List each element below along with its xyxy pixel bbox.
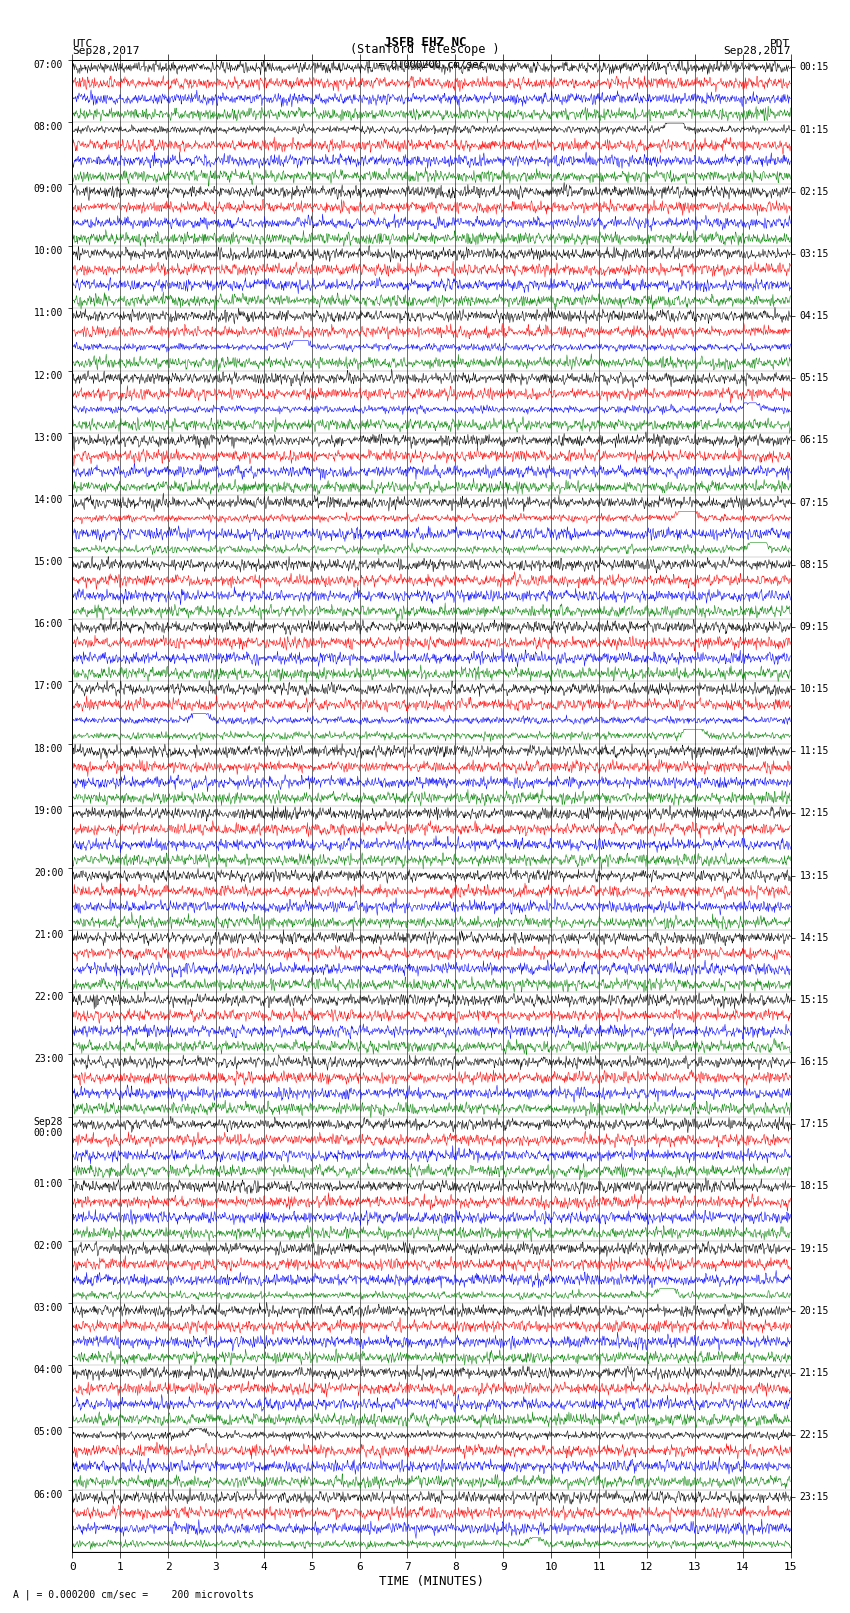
X-axis label: TIME (MINUTES): TIME (MINUTES) bbox=[379, 1574, 484, 1587]
Text: (Stanford Telescope ): (Stanford Telescope ) bbox=[350, 42, 500, 56]
Text: Sep28,2017: Sep28,2017 bbox=[72, 45, 139, 56]
Text: PDT: PDT bbox=[770, 39, 790, 50]
Text: UTC: UTC bbox=[72, 39, 93, 50]
Text: I = 0.000200 cm/sec: I = 0.000200 cm/sec bbox=[366, 60, 484, 71]
Text: Sep28,2017: Sep28,2017 bbox=[723, 45, 791, 56]
Text: JSFB EHZ NC: JSFB EHZ NC bbox=[383, 35, 467, 50]
Text: A | = 0.000200 cm/sec =    200 microvolts: A | = 0.000200 cm/sec = 200 microvolts bbox=[13, 1589, 253, 1600]
